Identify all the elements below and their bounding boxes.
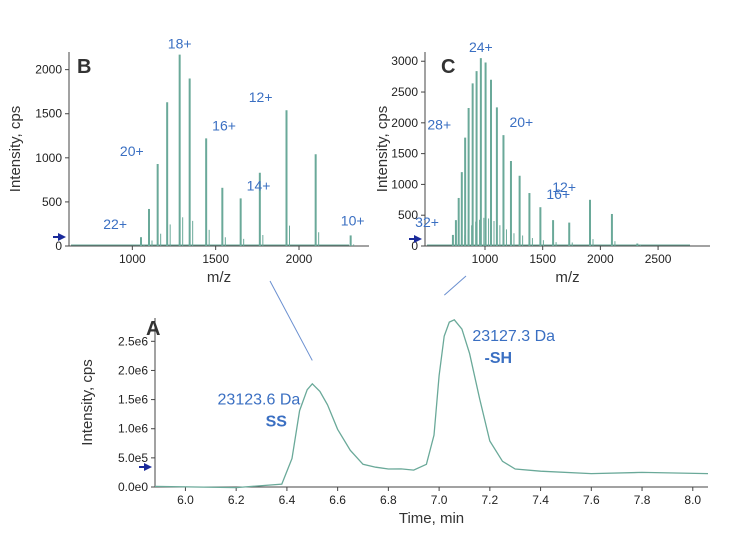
- y-tick-label: 1500: [391, 147, 418, 161]
- y-tick-label: 1.5e6: [118, 393, 148, 407]
- panel-b-mass-spectrum: 1000 1500 2000 0 500 1000 1500 2000 m/z Intensity…: [7, 36, 369, 286]
- x-tick-label: 6.6: [329, 493, 346, 507]
- peak-mass-label: 23123.6 Da: [218, 391, 301, 408]
- x-tick-label: 7.2: [482, 493, 499, 507]
- panel-letter: B: [77, 56, 91, 78]
- connector-line-c: [443, 275, 467, 296]
- x-tick-label: 7.6: [583, 493, 600, 507]
- y-tick-label: 3000: [391, 54, 418, 68]
- x-tick-label: 1500: [529, 252, 556, 266]
- charge-state-label: 12+: [249, 89, 273, 105]
- y-axis-label: Intensity, cps: [374, 106, 391, 192]
- charge-state-label: 24+: [469, 39, 493, 55]
- charge-state-label: 10+: [341, 212, 365, 228]
- y-axis-label: Intensity, cps: [7, 106, 24, 192]
- panel-connectors: [269, 275, 467, 361]
- y-tick-label: 5.0e5: [118, 451, 148, 465]
- panel-a-chromatogram: 6.0 6.2 6.4 6.6 6.8 7.0 7.2 7.4 7.6 7.8 8.0 0.0e0 5.…: [79, 318, 709, 527]
- charge-state-label: 16+: [546, 186, 570, 202]
- y-tick-label: 2500: [391, 85, 418, 99]
- y-tick-label: 2000: [35, 63, 62, 77]
- y-tick-label: 2000: [391, 116, 418, 130]
- baseline-arrow-icon: [58, 233, 66, 241]
- charge-state-label: 14+: [247, 177, 271, 193]
- x-axis-label: m/z: [207, 269, 231, 286]
- charge-state-label: 12+: [552, 179, 576, 195]
- connector-line-b: [269, 280, 313, 361]
- x-tick-label: 2000: [587, 252, 614, 266]
- x-tick-label: 6.0: [177, 493, 194, 507]
- y-tick-label: 0: [55, 239, 62, 253]
- charge-state-label: 20+: [120, 143, 144, 159]
- baseline-arrow-icon: [414, 235, 422, 243]
- y-tick-label: 2.5e6: [118, 334, 148, 348]
- x-tick-label: 2500: [645, 252, 672, 266]
- charge-state-label: 32+: [415, 214, 439, 230]
- x-tick-label: 1500: [202, 252, 229, 266]
- y-tick-label: 500: [398, 208, 418, 222]
- y-tick-label: 2.0e6: [118, 363, 148, 377]
- chromatogram-trace: [154, 318, 709, 489]
- y-axis-label: Intensity, cps: [79, 359, 96, 445]
- y-tick-label: 1500: [35, 107, 62, 121]
- x-tick-label: 7.4: [532, 493, 549, 507]
- panel-c-mass-spectrum: 1000 1500 2000 2500 0 500 1000 1500 2000 2500 3000…: [374, 39, 710, 286]
- peak-form-label: -SH: [485, 350, 513, 367]
- charge-state-label: 28+: [427, 117, 451, 133]
- peak-form-label: SS: [266, 413, 288, 430]
- y-tick-label: 0: [411, 239, 418, 253]
- baseline-arrow-icon: [144, 463, 152, 471]
- x-tick-label: 7.0: [431, 493, 448, 507]
- x-tick-label: 7.8: [634, 493, 651, 507]
- y-tick-label: 500: [42, 195, 62, 209]
- x-tick-label: 1000: [472, 252, 499, 266]
- y-tick-label: 0.0e0: [118, 480, 148, 494]
- y-tick-label: 1000: [391, 177, 418, 191]
- panel-letter: C: [441, 56, 455, 78]
- x-tick-label: 1000: [119, 252, 146, 266]
- charge-state-label: 22+: [103, 216, 127, 232]
- x-axis-label: m/z: [555, 269, 579, 286]
- charge-state-label: 16+: [212, 117, 236, 133]
- x-tick-label: 6.8: [380, 493, 397, 507]
- x-tick-label: 6.4: [279, 493, 296, 507]
- charge-state-label: 18+: [168, 36, 192, 52]
- y-tick-label: 1.0e6: [118, 422, 148, 436]
- x-tick-label: 8.0: [684, 493, 701, 507]
- x-tick-label: 6.2: [228, 493, 245, 507]
- panel-letter: A: [146, 318, 160, 340]
- x-axis-label: Time, min: [399, 510, 464, 527]
- y-tick-label: 1000: [35, 151, 62, 165]
- x-tick-label: 2000: [286, 252, 313, 266]
- charge-state-label: 20+: [509, 114, 533, 130]
- peak-mass-label: 23127.3 Da: [472, 328, 555, 345]
